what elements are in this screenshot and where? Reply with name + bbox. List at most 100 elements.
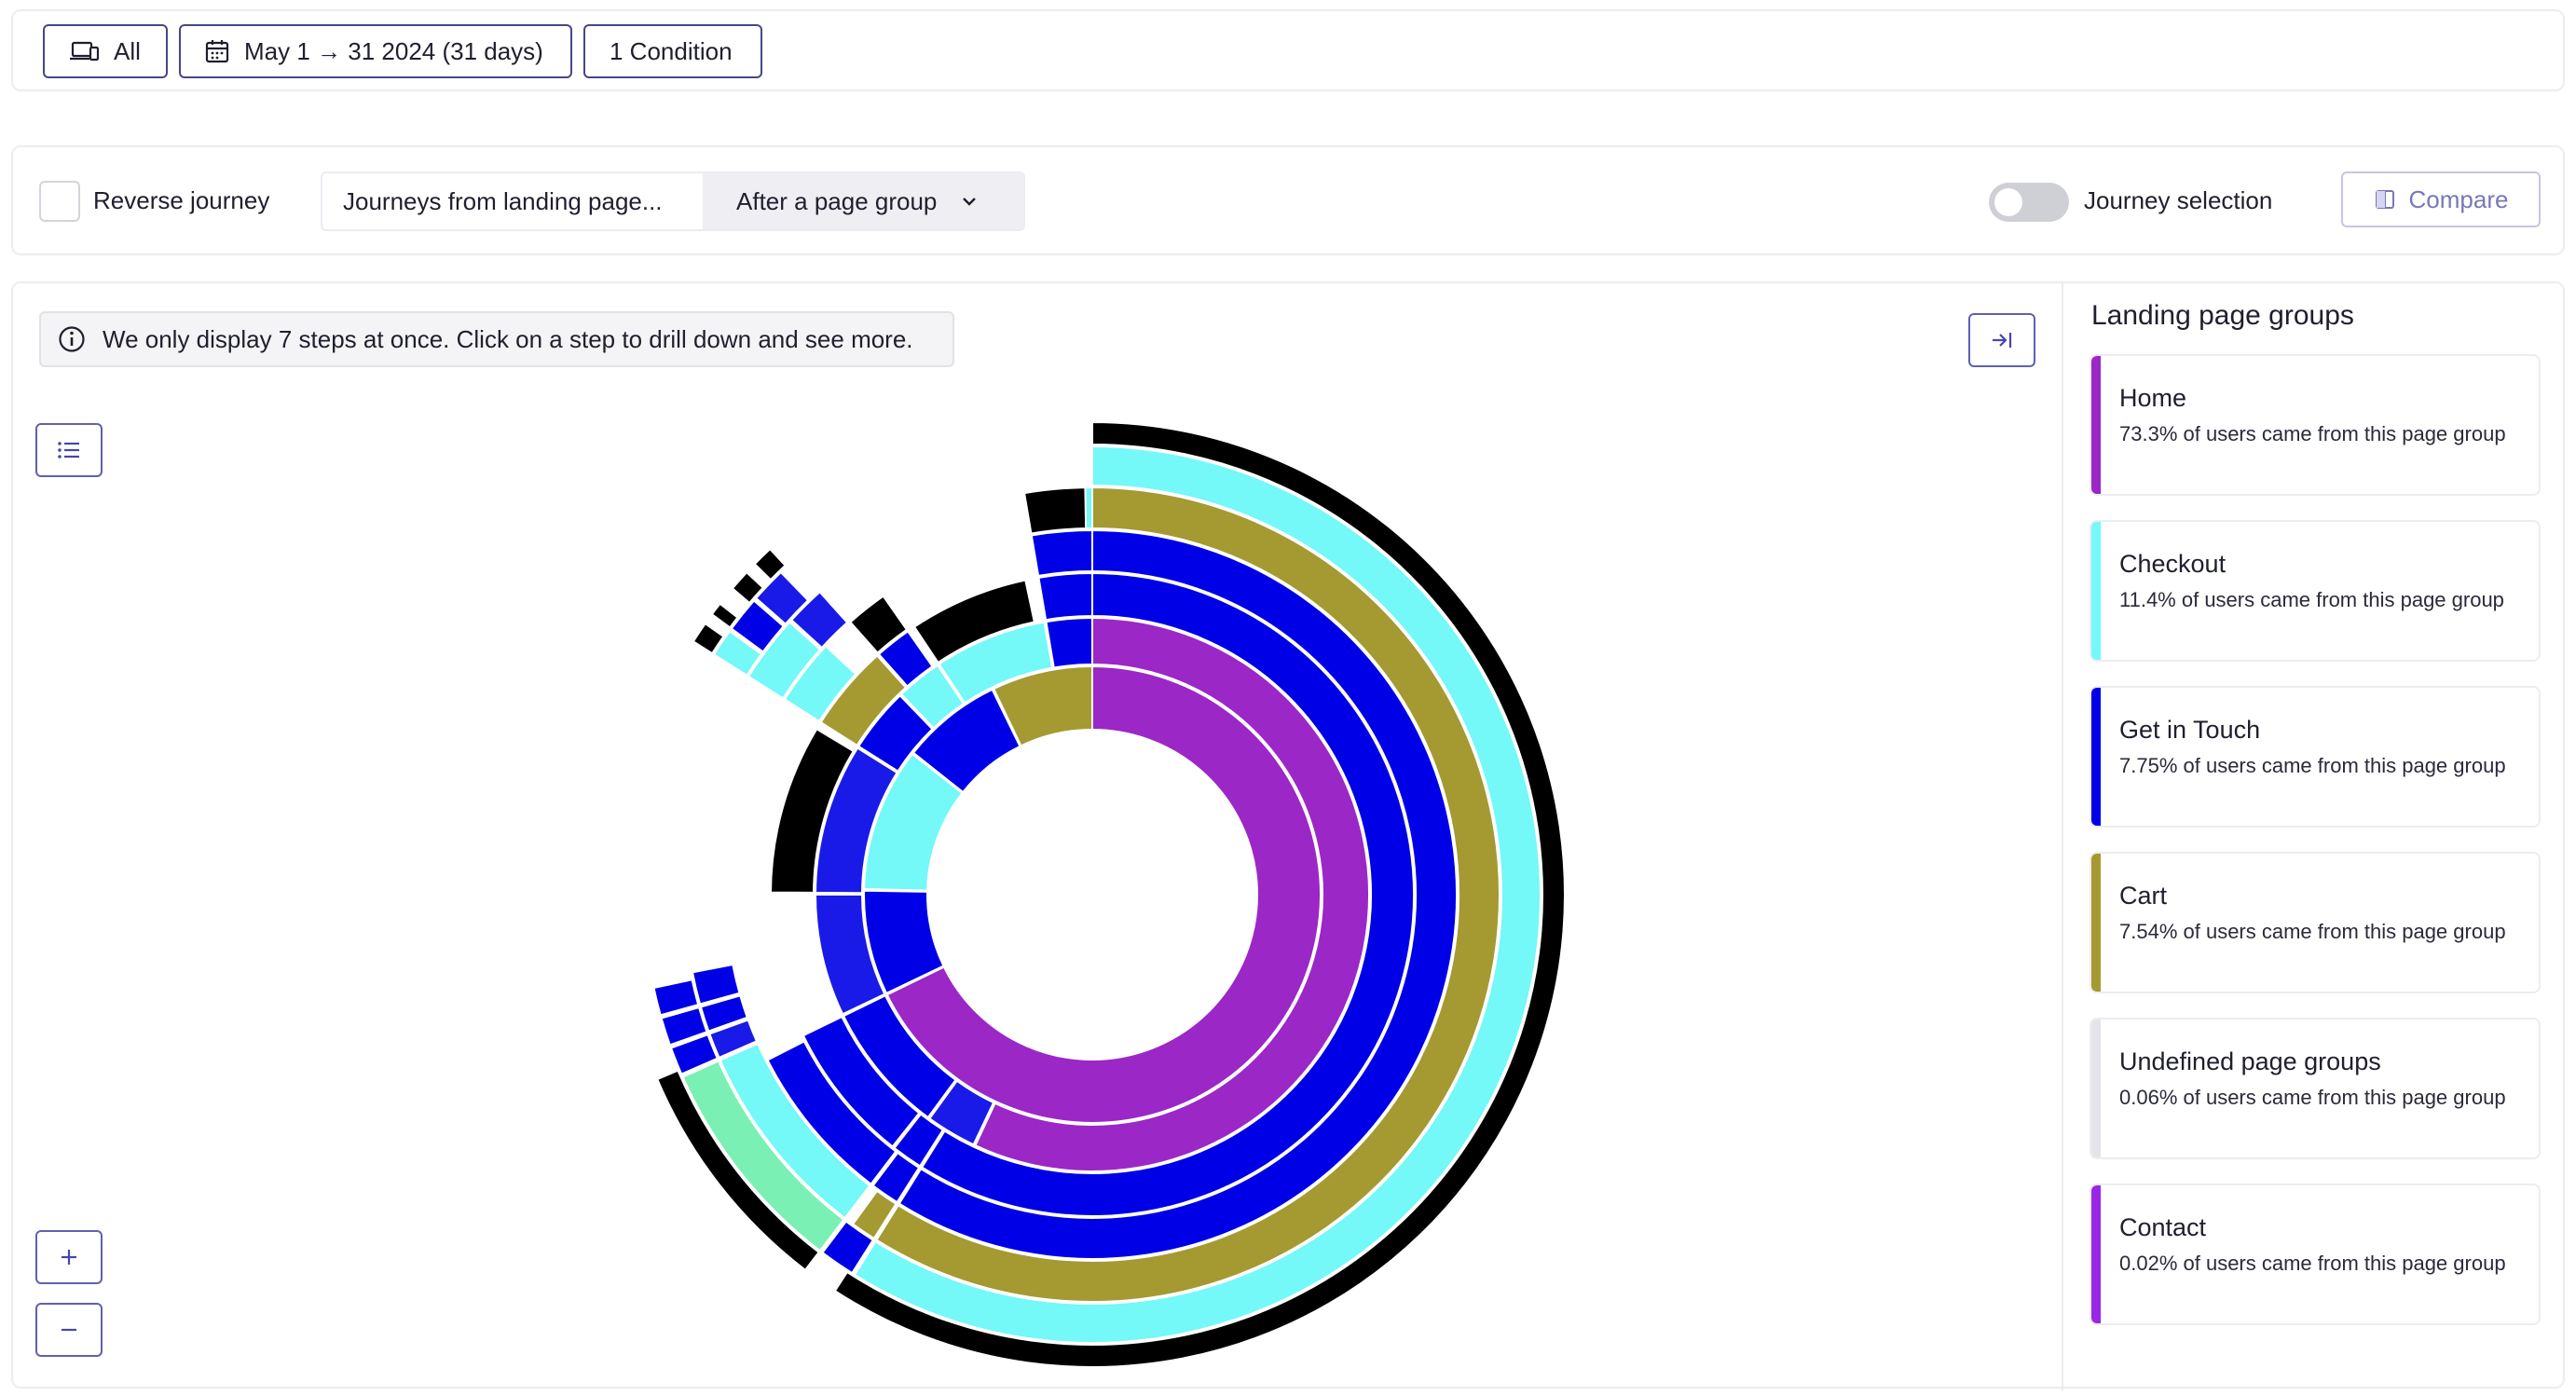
sidebar-divider bbox=[2062, 283, 2063, 1390]
journey-type-landing-page[interactable]: Journeys from landing page... bbox=[322, 173, 703, 229]
sunburst-segment-get-in-touch-alt[interactable] bbox=[814, 894, 886, 1016]
sunburst-segment-get-in-touch[interactable] bbox=[893, 1113, 945, 1168]
landing-group-color-bar bbox=[2091, 1185, 2101, 1323]
sunburst-segment-exit[interactable] bbox=[731, 570, 765, 605]
sunburst-segment-get-in-touch[interactable] bbox=[730, 599, 786, 653]
landing-group-color-bar bbox=[2091, 688, 2101, 826]
list-view-button[interactable] bbox=[35, 423, 103, 477]
journey-type-dropdown-label: After a page group bbox=[736, 186, 938, 215]
landing-group-name: Home bbox=[2119, 384, 2187, 412]
sunburst-segment-checkout[interactable] bbox=[747, 621, 822, 700]
sunburst-segment-get-in-touch-alt[interactable] bbox=[789, 590, 849, 650]
journey-controls-bar: Reverse journey Journeys from landing pa… bbox=[11, 145, 2565, 255]
sunburst-segment-get-in-touch[interactable] bbox=[699, 994, 749, 1033]
sunburst-segment-get-in-touch-alt[interactable] bbox=[708, 1019, 759, 1060]
landing-group-card[interactable]: Checkout 11.4% of users came from this pa… bbox=[2090, 520, 2541, 662]
sunburst-segment-checkout[interactable] bbox=[899, 664, 966, 730]
sunburst-segment-exit[interactable] bbox=[848, 595, 909, 654]
landing-group-card[interactable]: Cart 7.54% of users came from this page g… bbox=[2090, 852, 2541, 993]
sunburst-segment-get-in-touch[interactable] bbox=[871, 1151, 921, 1204]
landing-group-share: 0.02% of users came from this page group bbox=[2119, 1252, 2506, 1275]
info-banner: We only display 7 steps at once. Click o… bbox=[39, 311, 954, 367]
landing-group-card[interactable]: Undefined page groups 0.06% of users came… bbox=[2090, 1018, 2541, 1159]
sunburst-segment-get-in-touch[interactable] bbox=[691, 963, 741, 1006]
sunburst-segment-get-in-touch[interactable] bbox=[1045, 616, 1093, 669]
sunburst-segment-mint[interactable] bbox=[681, 1060, 845, 1252]
sunburst-segment-get-in-touch[interactable] bbox=[856, 693, 934, 773]
sunburst-segment-checkout[interactable] bbox=[853, 445, 1541, 1344]
sunburst-segment-get-in-touch[interactable] bbox=[766, 1040, 897, 1186]
sunburst-segment-get-in-touch[interactable] bbox=[863, 889, 945, 995]
sunburst-segment-get-in-touch[interactable] bbox=[652, 979, 700, 1017]
landing-group-card[interactable]: Contact 0.02% of users came from this pag… bbox=[2090, 1184, 2541, 1325]
landing-group-card[interactable]: Get in Touch 7.75% of users came from thi… bbox=[2090, 686, 2541, 828]
sunburst-segment-get-in-touch[interactable] bbox=[920, 571, 1415, 1217]
landing-group-name: Contact bbox=[2119, 1213, 2207, 1241]
date-range-label: May 1 → 31 2024 (31 days) bbox=[244, 36, 543, 65]
zoom-out-button[interactable] bbox=[35, 1303, 103, 1357]
plus-icon bbox=[62, 1250, 76, 1265]
sunburst-segment-exit[interactable] bbox=[753, 547, 788, 582]
sunburst-segment-cart[interactable] bbox=[819, 654, 908, 747]
zoom-in-button[interactable] bbox=[35, 1230, 103, 1284]
sunburst-segment-exit[interactable] bbox=[1022, 486, 1088, 535]
landing-group-share: 0.06% of users came from this page group bbox=[2119, 1086, 2506, 1109]
conditions-button[interactable]: 1 Condition bbox=[583, 24, 762, 78]
sunburst-segment-cart[interactable] bbox=[875, 486, 1500, 1303]
landing-group-card[interactable]: Home 73.3% of users came from this page g… bbox=[2090, 354, 2541, 496]
compare-icon bbox=[2375, 190, 2394, 209]
device-filter-label: All bbox=[114, 36, 141, 65]
landing-group-name: Undefined page groups bbox=[2119, 1047, 2381, 1075]
sunburst-segment-get-in-touch[interactable] bbox=[660, 1006, 708, 1047]
sunburst-segment-exit[interactable] bbox=[710, 602, 739, 629]
sunburst-segment-get-in-touch[interactable] bbox=[802, 1015, 921, 1148]
sunburst-segment-checkout[interactable] bbox=[712, 629, 763, 677]
sunburst-segment-checkout[interactable] bbox=[719, 1042, 871, 1220]
device-filter-button[interactable]: All bbox=[43, 24, 168, 78]
landing-group-color-bar bbox=[2091, 356, 2101, 494]
sunburst-segment-checkout[interactable] bbox=[938, 621, 1054, 705]
sunburst-segment-exit[interactable] bbox=[692, 622, 725, 655]
sunburst-segment-get-in-touch[interactable] bbox=[897, 528, 1458, 1260]
sunburst-segment-checkout[interactable] bbox=[863, 752, 964, 892]
sunburst-segment-get-in-touch[interactable] bbox=[821, 1220, 875, 1275]
journey-chart-panel: We only display 7 steps at once. Click o… bbox=[11, 281, 2565, 1390]
calendar-icon bbox=[205, 40, 229, 63]
reverse-journey-checkbox[interactable] bbox=[39, 181, 80, 222]
landing-group-share: 11.4% of users came from this page group bbox=[2119, 588, 2504, 611]
sunburst-segment-exit[interactable] bbox=[833, 420, 1566, 1368]
sunburst-segment-get-in-touch-alt[interactable] bbox=[814, 746, 898, 895]
journey-type-dropdown[interactable]: After a page group bbox=[703, 173, 1023, 229]
sunburst-segment-cart[interactable] bbox=[992, 664, 1093, 747]
landing-group-name: Checkout bbox=[2119, 550, 2227, 578]
sunburst-segment-get-in-touch[interactable] bbox=[842, 993, 957, 1119]
sunburst-segment-checkout[interactable] bbox=[783, 644, 857, 723]
info-text: We only display 7 steps at once. Click o… bbox=[103, 324, 913, 353]
sunburst-segment-get-in-touch-alt[interactable] bbox=[928, 1079, 995, 1146]
sunburst-segment-get-in-touch[interactable] bbox=[1030, 528, 1093, 578]
sunburst-segment-get-in-touch[interactable] bbox=[669, 1033, 719, 1075]
journey-selection-toggle[interactable] bbox=[1989, 183, 2069, 222]
sunburst-segment-exit[interactable] bbox=[770, 727, 856, 894]
minus-icon bbox=[62, 1328, 76, 1332]
devices-icon bbox=[70, 41, 99, 62]
journey-type-landing-label: Journeys from landing page... bbox=[343, 186, 663, 215]
sunburst-segment-get-in-touch[interactable] bbox=[911, 688, 1021, 794]
side-panel-title: Landing page groups bbox=[2091, 300, 2354, 331]
sunburst-segment-home[interactable] bbox=[885, 664, 1322, 1124]
sunburst-segment-exit[interactable] bbox=[912, 579, 1036, 664]
landing-group-share: 7.54% of users came from this page group bbox=[2119, 920, 2506, 943]
sunburst-segment-get-in-touch-alt[interactable] bbox=[754, 570, 810, 626]
sunburst-segment-exit[interactable] bbox=[655, 1069, 821, 1272]
collapse-sidebar-button[interactable] bbox=[1968, 313, 2035, 367]
sunburst-segment-cart[interactable] bbox=[851, 1189, 897, 1240]
date-range-button[interactable]: May 1 → 31 2024 (31 days) bbox=[179, 24, 572, 78]
arrow-to-right-icon bbox=[1993, 333, 2012, 348]
compare-label: Compare bbox=[2408, 185, 2509, 213]
sunburst-segment-get-in-touch[interactable] bbox=[1037, 571, 1093, 622]
sunburst-segment-home[interactable] bbox=[974, 616, 1370, 1172]
compare-button[interactable]: Compare bbox=[2341, 171, 2541, 227]
filter-bar: All May 1 → 31 2024 (31 days) 1 Conditio… bbox=[11, 9, 2565, 91]
landing-group-color-bar bbox=[2091, 854, 2101, 992]
sunburst-segment-get-in-touch[interactable] bbox=[877, 630, 934, 688]
